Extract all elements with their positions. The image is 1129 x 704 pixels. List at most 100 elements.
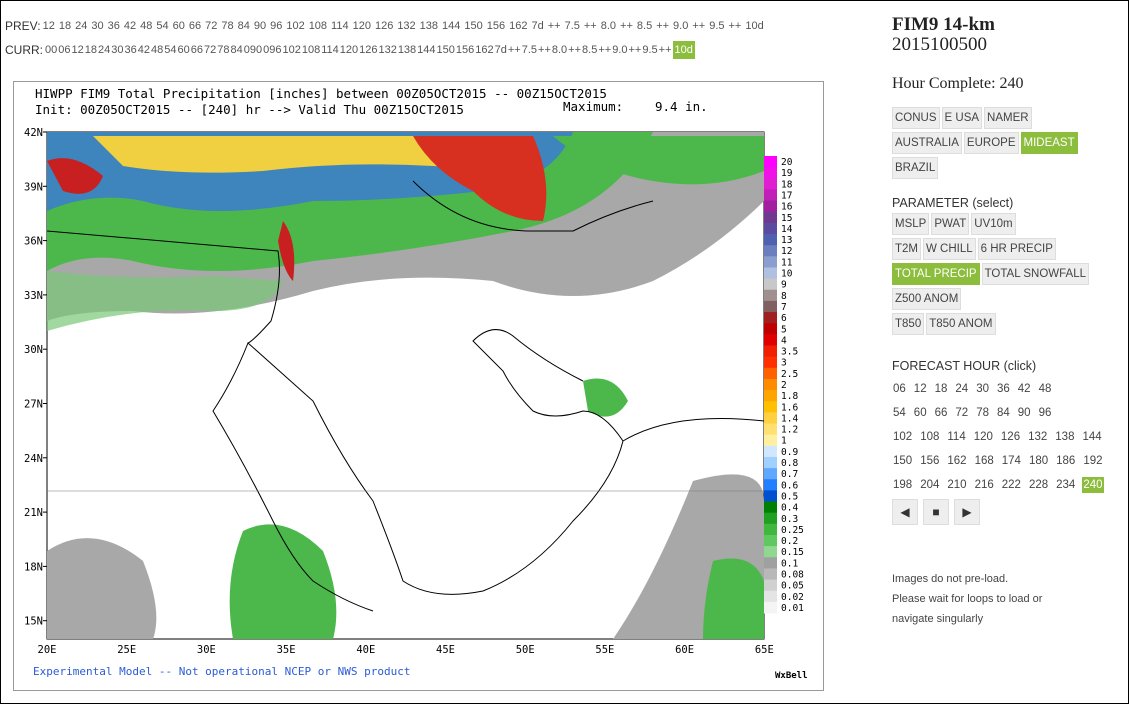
hour-button[interactable]: 12 bbox=[913, 383, 927, 395]
hour-link[interactable]: 8.0 bbox=[551, 44, 568, 56]
hour-link[interactable]: 114 bbox=[331, 20, 349, 32]
hour-link[interactable]: 144 bbox=[417, 44, 436, 56]
parameter-button[interactable]: Z500 ANOM bbox=[892, 288, 962, 310]
hour-link[interactable]: 54 bbox=[164, 44, 177, 56]
hour-button[interactable]: 144 bbox=[1082, 431, 1102, 443]
parameter-button[interactable]: UV10m bbox=[971, 213, 1016, 235]
region-button[interactable]: NAMER bbox=[984, 107, 1032, 129]
hour-link[interactable]: 42 bbox=[123, 20, 137, 32]
hour-link[interactable]: 8.5 bbox=[582, 44, 598, 56]
hour-link[interactable]: 138 bbox=[419, 20, 439, 32]
hour-button[interactable]: 90 bbox=[1017, 407, 1031, 419]
hour-link[interactable]: 9.0 bbox=[612, 44, 628, 56]
hour-link[interactable]: 156 bbox=[455, 44, 475, 56]
hour-button[interactable]: 102 bbox=[893, 431, 913, 443]
hour-button[interactable]: 150 bbox=[893, 455, 913, 467]
hour-link[interactable]: 7d bbox=[494, 44, 507, 56]
hour-link[interactable]: 06 bbox=[58, 44, 71, 56]
hour-link[interactable]: 102 bbox=[286, 20, 305, 32]
hour-link[interactable]: 8.5 bbox=[636, 20, 653, 32]
hour-button[interactable]: 114 bbox=[947, 431, 966, 443]
hour-button[interactable]: 210 bbox=[947, 479, 967, 491]
hour-link[interactable]: 10d bbox=[672, 41, 695, 59]
hour-link[interactable]: ++ bbox=[620, 20, 633, 32]
hour-button[interactable]: 48 bbox=[1038, 383, 1052, 395]
hour-link[interactable]: 84 bbox=[230, 44, 243, 56]
region-button[interactable]: MIDEAST bbox=[1020, 132, 1078, 154]
hour-link[interactable]: ++ bbox=[547, 20, 561, 32]
hour-button[interactable]: 222 bbox=[1001, 479, 1021, 491]
hour-button[interactable]: 84 bbox=[996, 407, 1010, 419]
next-button[interactable]: ▶ bbox=[954, 499, 980, 525]
hour-button[interactable]: 36 bbox=[996, 383, 1010, 395]
hour-link[interactable]: ++ bbox=[656, 20, 670, 32]
hour-link[interactable]: 96 bbox=[270, 20, 283, 32]
region-button[interactable]: BRAZIL bbox=[892, 157, 939, 179]
parameter-button[interactable]: TOTAL SNOWFALL bbox=[981, 263, 1089, 285]
hour-link[interactable]: 126 bbox=[374, 20, 394, 32]
parameter-button[interactable]: T2M bbox=[892, 238, 921, 260]
hour-button[interactable]: 60 bbox=[913, 407, 927, 419]
hour-link[interactable]: 36 bbox=[124, 44, 137, 56]
hour-link[interactable]: ++ bbox=[538, 44, 551, 56]
hour-link[interactable]: 54 bbox=[156, 20, 169, 32]
hour-link[interactable]: 48 bbox=[151, 44, 164, 56]
hour-link[interactable]: 12 bbox=[71, 44, 84, 56]
hour-link[interactable]: 72 bbox=[205, 20, 218, 32]
hour-link[interactable]: 138 bbox=[397, 44, 417, 56]
hour-link[interactable]: 48 bbox=[140, 20, 153, 32]
hour-link[interactable]: ++ bbox=[507, 44, 521, 56]
hour-link[interactable]: ++ bbox=[628, 44, 642, 56]
hour-link[interactable]: ++ bbox=[658, 44, 672, 56]
hour-link[interactable]: 162 bbox=[509, 20, 528, 32]
hour-link[interactable]: 7d bbox=[531, 20, 544, 32]
hour-button[interactable]: 78 bbox=[976, 407, 989, 419]
hour-link[interactable]: 30 bbox=[111, 44, 124, 56]
hour-link[interactable]: 78 bbox=[217, 44, 230, 56]
hour-link[interactable]: 108 bbox=[301, 44, 321, 56]
hour-button[interactable]: 204 bbox=[920, 479, 940, 491]
hour-link[interactable]: 84 bbox=[237, 20, 250, 32]
hour-link[interactable]: 18 bbox=[84, 44, 97, 56]
region-button[interactable]: E USA bbox=[941, 107, 983, 129]
hour-button[interactable]: 156 bbox=[920, 455, 940, 467]
hour-button[interactable]: 240 bbox=[1082, 477, 1104, 493]
hour-link[interactable]: 10d bbox=[745, 20, 764, 32]
hour-link[interactable]: ++ bbox=[692, 20, 706, 32]
hour-link[interactable]: 9.5 bbox=[709, 20, 725, 32]
hour-link[interactable]: ++ bbox=[598, 44, 612, 56]
hour-button[interactable]: 234 bbox=[1056, 479, 1076, 491]
hour-button[interactable]: 174 bbox=[1001, 455, 1021, 467]
stop-button[interactable]: ■ bbox=[923, 499, 949, 525]
hour-link[interactable]: 30 bbox=[91, 20, 104, 32]
parameter-button[interactable]: T850 bbox=[892, 313, 925, 335]
hour-button[interactable]: 126 bbox=[1000, 431, 1021, 443]
hour-link[interactable]: 114 bbox=[321, 44, 339, 56]
hour-link[interactable]: 132 bbox=[397, 20, 416, 32]
hour-button[interactable]: 96 bbox=[1038, 407, 1052, 419]
parameter-button[interactable]: 6 HR PRECIP bbox=[977, 238, 1056, 260]
hour-button[interactable]: 42 bbox=[1017, 383, 1031, 395]
parameter-button[interactable]: W CHILL bbox=[923, 238, 976, 260]
region-button[interactable]: CONUS bbox=[892, 107, 940, 129]
parameter-button[interactable]: T850 ANOM bbox=[926, 313, 996, 335]
hour-button[interactable]: 66 bbox=[934, 407, 948, 419]
hour-link[interactable]: 36 bbox=[107, 20, 120, 32]
hour-link[interactable]: 18 bbox=[58, 20, 72, 32]
hour-link[interactable]: 9.5 bbox=[642, 44, 658, 56]
hour-button[interactable]: 120 bbox=[973, 431, 993, 443]
hour-link[interactable]: 78 bbox=[221, 20, 234, 32]
hour-link[interactable]: 12 bbox=[42, 20, 55, 32]
hour-link[interactable]: 8.0 bbox=[600, 20, 617, 32]
hour-link[interactable]: 150 bbox=[464, 20, 483, 32]
hour-link[interactable]: 9.0 bbox=[673, 20, 689, 32]
hour-link[interactable]: 66 bbox=[188, 20, 202, 32]
prev-button[interactable]: ◀ bbox=[892, 499, 918, 525]
hour-link[interactable]: ++ bbox=[583, 20, 597, 32]
hour-button[interactable]: 216 bbox=[974, 479, 994, 491]
hour-link[interactable]: 126 bbox=[359, 44, 378, 56]
region-button[interactable]: EUROPE bbox=[963, 132, 1019, 154]
hour-button[interactable]: 138 bbox=[1055, 431, 1075, 443]
parameter-button[interactable]: PWAT bbox=[931, 213, 970, 235]
hour-button[interactable]: 168 bbox=[974, 455, 994, 467]
